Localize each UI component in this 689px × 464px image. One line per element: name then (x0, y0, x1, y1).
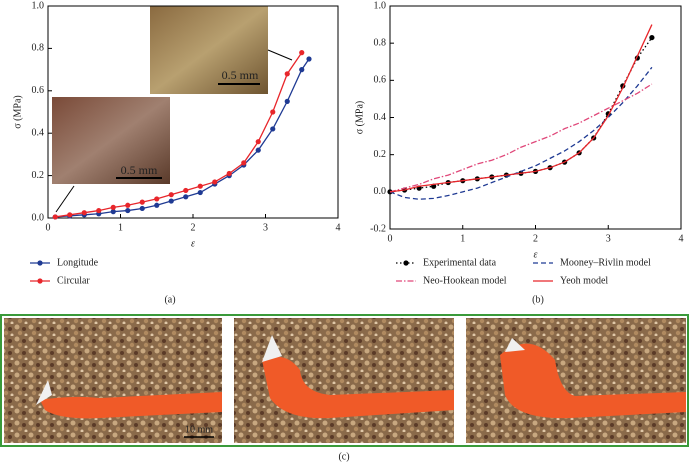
plot-frame (389, 5, 682, 230)
inset-label: 0.5 mm (121, 163, 158, 177)
y-axis-label: σ (MPa) (12, 95, 23, 128)
series-line (389, 37, 653, 193)
data-point (226, 170, 232, 177)
x-axis-label: ε (534, 249, 538, 260)
x-tick-label: 0 (46, 222, 51, 233)
data-point (139, 199, 145, 205)
data-point (125, 202, 131, 208)
legend-marker (37, 278, 43, 284)
data-point (125, 207, 131, 214)
y-tick-label: 1.0 (374, 0, 387, 11)
inset-photo (52, 97, 170, 184)
legend-marker (403, 260, 409, 266)
y-tick-label: 0.0 (374, 186, 387, 197)
legend-marker (37, 260, 43, 266)
y-tick-label: 0.6 (32, 85, 45, 96)
data-point (649, 34, 655, 41)
data-point (255, 147, 261, 153)
data-point (154, 196, 160, 202)
panel-frame (0, 314, 689, 447)
series-line (389, 83, 653, 193)
y-tick-label: 1.0 (32, 0, 45, 11)
photo (466, 318, 686, 443)
data-point (110, 209, 116, 215)
series-line (389, 24, 653, 193)
x-tick-label: 1 (118, 222, 123, 233)
panel-label: (a) (164, 294, 175, 305)
data-point (197, 183, 203, 189)
legend-label: Experimental data (423, 257, 497, 268)
data-point (284, 71, 290, 77)
data-point (154, 202, 160, 208)
x-tick-label: 2 (191, 222, 196, 233)
inset-photo (150, 6, 268, 94)
data-point (96, 207, 102, 214)
photo (4, 318, 222, 443)
panel-label: (b) (532, 294, 544, 305)
data-point (241, 160, 247, 166)
data-point (67, 212, 73, 218)
data-point (110, 204, 116, 210)
y-tick-label: 0.0 (32, 212, 45, 223)
data-point (270, 126, 276, 132)
y-tick-label: -0.2 (370, 223, 386, 234)
x-tick-label: 3 (263, 222, 268, 233)
photo (234, 318, 454, 443)
data-point (299, 67, 305, 73)
data-point (52, 214, 58, 220)
legend-label: Yeoh model (560, 275, 608, 286)
data-point (183, 194, 189, 200)
x-tick-label: 0 (388, 233, 393, 244)
data-point (306, 56, 312, 62)
y-axis-label: σ (MPa) (354, 101, 365, 134)
legend-label: Mooney–Rivlin model (560, 257, 651, 268)
x-tick-label: 1 (460, 233, 465, 244)
data-point (255, 139, 261, 145)
y-tick-label: 0.8 (374, 37, 387, 48)
data-point (284, 98, 290, 104)
x-tick-label: 4 (679, 233, 684, 244)
data-point (299, 50, 305, 56)
legend-label: Circular (57, 275, 90, 286)
data-point (168, 192, 174, 198)
y-tick-label: 0.2 (374, 149, 387, 160)
arrow (55, 185, 75, 213)
y-tick-label: 0.4 (374, 112, 387, 123)
data-point (139, 205, 145, 212)
x-tick-label: 3 (606, 233, 611, 244)
legend-label: Neo-Hookean model (423, 275, 507, 286)
data-point (270, 109, 276, 115)
x-tick-label: 2 (533, 233, 538, 244)
y-tick-label: 0.6 (374, 75, 387, 86)
y-tick-label: 0.2 (32, 170, 45, 181)
data-point (183, 187, 189, 194)
data-point (197, 189, 203, 196)
data-point (212, 179, 218, 185)
x-tick-label: 4 (336, 222, 341, 233)
scale-bar-label: 10 mm (185, 424, 213, 435)
y-tick-label: 0.4 (32, 127, 45, 138)
data-point (81, 210, 87, 216)
y-tick-label: 0.8 (32, 43, 45, 54)
legend-label: Longitude (57, 257, 99, 268)
inset-label: 0.5 mm (222, 68, 259, 82)
arrow (267, 49, 293, 61)
panel-label: (c) (338, 451, 349, 462)
data-point (168, 198, 174, 204)
x-axis-label: ε (191, 238, 195, 249)
series-line (389, 66, 653, 200)
